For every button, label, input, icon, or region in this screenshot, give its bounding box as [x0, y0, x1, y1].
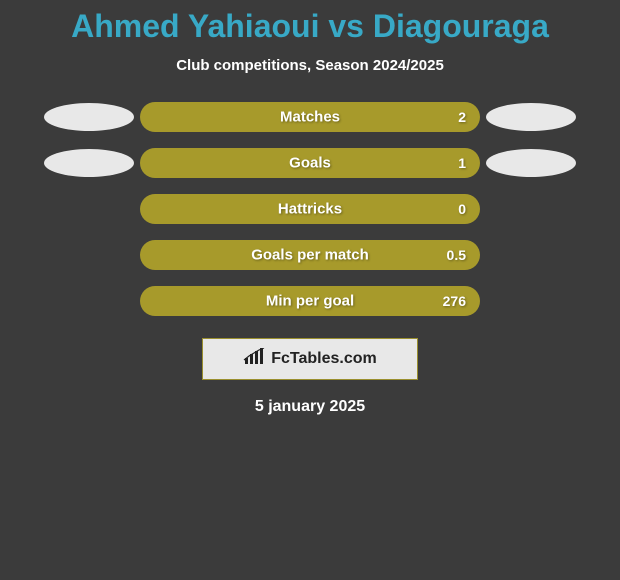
stat-row: Min per goal 276 [0, 286, 620, 316]
date-label: 5 january 2025 [0, 398, 620, 416]
stat-value: 1 [458, 155, 466, 171]
stat-row: Goals 1 [0, 148, 620, 178]
left-spacer [44, 195, 134, 223]
left-indicator [44, 149, 134, 177]
right-indicator [486, 103, 576, 131]
stat-bar: Min per goal 276 [140, 286, 480, 316]
stat-bar: Matches 2 [140, 102, 480, 132]
stat-label: Min per goal [266, 293, 354, 310]
stat-bar: Hattricks 0 [140, 194, 480, 224]
brand-badge[interactable]: FcTables.com [202, 338, 418, 380]
right-indicator [486, 149, 576, 177]
stat-row: Goals per match 0.5 [0, 240, 620, 270]
stat-value: 0 [458, 201, 466, 217]
stat-row: Matches 2 [0, 102, 620, 132]
right-spacer [486, 287, 576, 315]
stat-label: Goals per match [251, 247, 369, 264]
stat-bar: Goals per match 0.5 [140, 240, 480, 270]
stat-bar: Goals 1 [140, 148, 480, 178]
left-spacer [44, 241, 134, 269]
stat-value: 2 [458, 109, 466, 125]
left-indicator [44, 103, 134, 131]
page-title: Ahmed Yahiaoui vs Diagouraga [0, 8, 620, 45]
stats-rows: Matches 2 Goals 1 Hattricks 0 Goals [0, 102, 620, 316]
left-spacer [44, 287, 134, 315]
page-subtitle: Club competitions, Season 2024/2025 [0, 57, 620, 74]
stat-value: 276 [443, 293, 466, 309]
stat-label: Matches [280, 109, 340, 126]
right-spacer [486, 195, 576, 223]
bar-chart-icon [243, 348, 265, 371]
stat-value: 0.5 [447, 247, 466, 263]
brand-text: FcTables.com [271, 350, 377, 368]
stat-label: Hattricks [278, 201, 342, 218]
right-spacer [486, 241, 576, 269]
stat-label: Goals [289, 155, 331, 172]
comparison-card: Ahmed Yahiaoui vs Diagouraga Club compet… [0, 0, 620, 580]
stat-row: Hattricks 0 [0, 194, 620, 224]
